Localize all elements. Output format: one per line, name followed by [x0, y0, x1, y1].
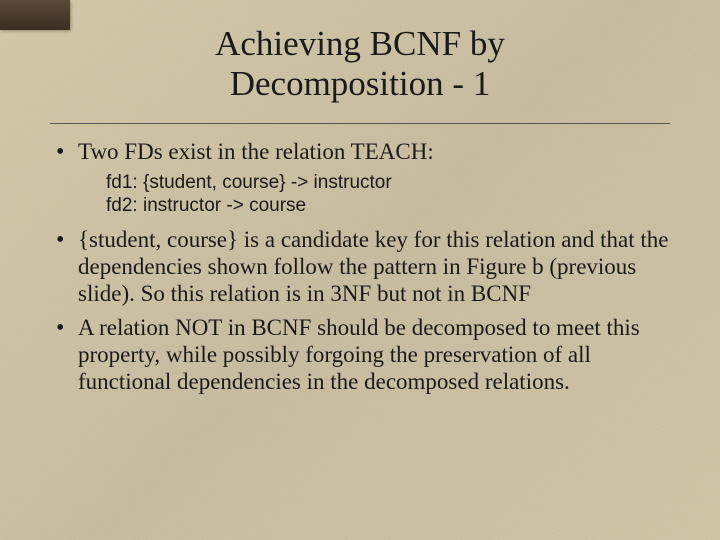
slide-title: Achieving BCNF by Decomposition - 1 [50, 24, 670, 105]
bullet-text: Two FDs exist in the relation TEACH: [78, 139, 434, 164]
bullet-item: {student, course} is a candidate key for… [50, 226, 670, 307]
bullet-text: {student, course} is a candidate key for… [78, 227, 669, 306]
slide-content: Achieving BCNF by Decomposition - 1 Two … [0, 0, 720, 431]
bullet-text: A relation NOT in BCNF should be decompo… [78, 315, 640, 394]
bullet-list: {student, course} is a candidate key for… [50, 226, 670, 395]
bullet-item: Two FDs exist in the relation TEACH: [50, 138, 670, 165]
title-line-2: Decomposition - 1 [230, 64, 491, 103]
sub-item: fd2: instructor -> course [106, 194, 670, 218]
title-divider [50, 123, 670, 124]
title-line-1: Achieving BCNF by [215, 24, 505, 63]
sub-item: fd1: {student, course} -> instructor [106, 171, 670, 195]
bullet-item: A relation NOT in BCNF should be decompo… [50, 314, 670, 395]
bullet-list: Two FDs exist in the relation TEACH: [50, 138, 670, 165]
sub-list: fd1: {student, course} -> instructor fd2… [50, 171, 670, 219]
